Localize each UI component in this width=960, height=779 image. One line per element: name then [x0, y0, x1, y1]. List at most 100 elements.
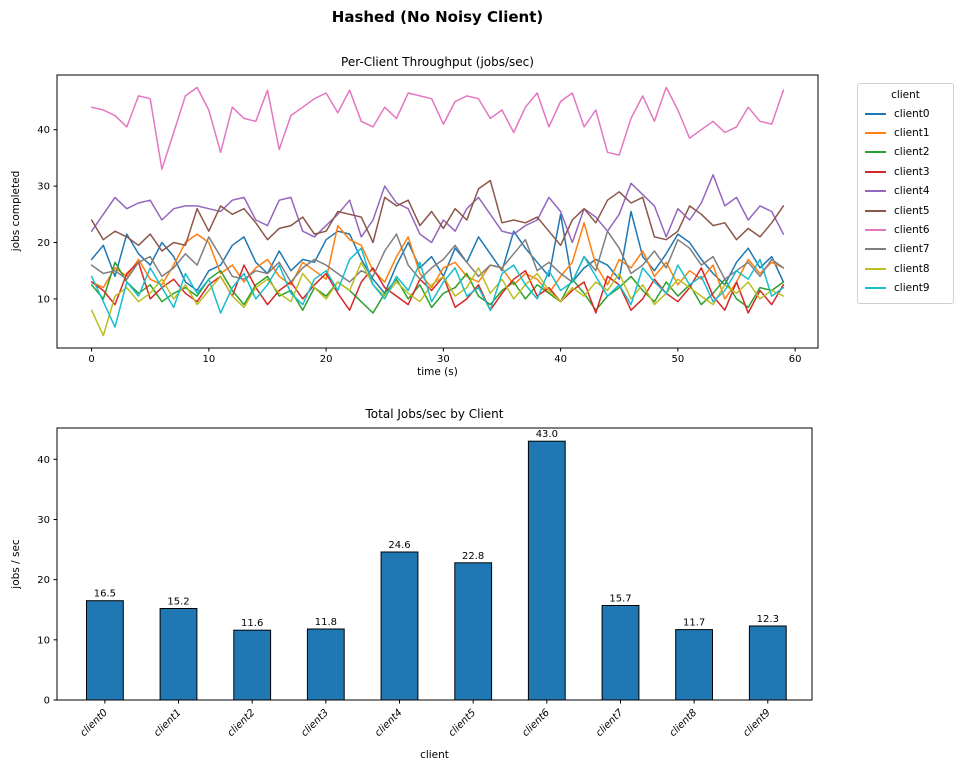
bar-value-label: 11.7 [683, 618, 705, 629]
legend-entry-client9: client9 [858, 279, 953, 298]
bar-value-label: 22.8 [462, 551, 484, 562]
bar-x-tick-label: client2 [226, 707, 258, 739]
line-series-client5 [90, 179, 785, 252]
bar-client3 [306, 628, 345, 701]
bar-chart-frame [56, 427, 813, 701]
bar-value-label: 24.6 [388, 540, 410, 551]
bar-x-tick-label: client8 [668, 707, 700, 739]
legend-entry-client2: client2 [858, 143, 953, 162]
legend-label: client6 [894, 224, 930, 237]
bar-value-label: 16.5 [94, 589, 116, 600]
bar-x-tick-label: client1 [152, 707, 184, 739]
legend-line-swatch [865, 190, 886, 193]
bar-x-tick-label: client0 [78, 707, 110, 739]
bar-x-tick-label: client5 [447, 707, 479, 739]
legend-label: client4 [894, 185, 930, 198]
figure-title: Hashed (No Noisy Client) [331, 8, 544, 26]
y-tick-label: 30 [37, 182, 50, 193]
line-chart-frame [56, 74, 819, 349]
legend-title: client [891, 89, 920, 101]
y-tick-label: 10 [37, 635, 50, 646]
line-series-client3 [90, 261, 785, 314]
legend-label: client1 [894, 127, 930, 140]
bar-client7 [601, 605, 640, 701]
line-series-client9 [90, 247, 785, 328]
line-chart-ylabel: jobs completed [10, 170, 22, 252]
bar-value-label: 11.6 [241, 618, 263, 629]
bar-x-tick-label: client3 [299, 707, 331, 739]
x-tick-label: 0 [88, 354, 94, 365]
bar-client6 [527, 440, 566, 701]
bar-client1 [159, 608, 198, 701]
legend-line-swatch [865, 248, 886, 251]
y-tick-label: 20 [37, 238, 50, 249]
x-tick-label: 40 [554, 354, 567, 365]
legend-label: client2 [894, 146, 930, 159]
bar-client2 [233, 629, 272, 701]
line-series-client0 [90, 210, 785, 295]
y-tick-label: 20 [37, 575, 50, 586]
legend-line-swatch [865, 151, 886, 154]
legend-line-swatch [865, 170, 886, 173]
legend-entry-client3: client3 [858, 162, 953, 181]
bar-chart-title: Total Jobs/sec by Client [365, 407, 504, 421]
legend-line-swatch [865, 132, 886, 135]
x-tick-label: 20 [320, 354, 333, 365]
bar-client0 [86, 600, 124, 701]
legend-entries: client0 client1 client2 client3 client4 clien… [858, 104, 953, 298]
line-chart-xlabel: time (s) [417, 366, 458, 378]
legend-entry-client4: client4 [858, 182, 953, 201]
legend-label: client9 [894, 282, 930, 295]
legend-line-swatch [865, 229, 886, 232]
x-tick-label: 10 [202, 354, 215, 365]
line-series-client6 [90, 86, 785, 170]
x-tick-label: 50 [672, 354, 685, 365]
bar-client4 [380, 551, 419, 701]
legend-entry-client0: client0 [858, 104, 953, 123]
bar-x-tick-label: client9 [741, 707, 773, 739]
legend-label: client5 [894, 204, 930, 217]
legend-line-swatch [865, 287, 886, 290]
legend-line-swatch [865, 267, 886, 270]
bar-value-label: 11.8 [315, 617, 337, 628]
line-series-client7 [90, 230, 785, 283]
bar-value-label: 15.2 [167, 597, 189, 608]
bar-x-tick-label: client4 [373, 707, 405, 739]
legend-label: client0 [894, 107, 930, 120]
line-series-client1 [90, 222, 785, 300]
y-tick-label: 10 [37, 294, 50, 305]
bar-chart-ylabel: jobs / sec [10, 539, 22, 589]
line-series-client2 [90, 261, 785, 314]
line-series-client4 [90, 174, 785, 244]
bar-value-label: 43.0 [536, 429, 558, 440]
y-tick-label: 40 [37, 125, 50, 136]
bar-x-tick-label: client6 [520, 707, 552, 739]
legend-label: client8 [894, 262, 930, 275]
legend-label: client3 [894, 165, 930, 178]
y-tick-label: 30 [37, 515, 50, 526]
line-chart-title: Per-Client Throughput (jobs/sec) [341, 55, 534, 69]
legend-line-swatch [865, 209, 886, 212]
y-tick-label: 0 [44, 696, 50, 707]
line-series-client8 [90, 261, 785, 337]
x-tick-label: 30 [437, 354, 450, 365]
legend-box: client client0 client1 client2 client3 clien… [857, 83, 954, 304]
bar-client8 [675, 629, 714, 701]
legend-entry-client5: client5 [858, 201, 953, 220]
legend-entry-client7: client7 [858, 240, 953, 259]
bar-client9 [748, 625, 787, 701]
bar-value-label: 12.3 [757, 614, 779, 625]
x-tick-label: 60 [789, 354, 802, 365]
legend-label: client7 [894, 243, 930, 256]
legend-entry-client1: client1 [858, 123, 953, 142]
legend-line-swatch [865, 112, 886, 115]
bar-chart-xlabel: client [420, 749, 449, 761]
bar-x-tick-label: client7 [594, 707, 626, 739]
y-tick-label: 40 [37, 455, 50, 466]
bar-value-label: 15.7 [609, 594, 631, 605]
legend-entry-client6: client6 [858, 220, 953, 239]
legend-entry-client8: client8 [858, 259, 953, 278]
bar-client5 [454, 562, 493, 701]
